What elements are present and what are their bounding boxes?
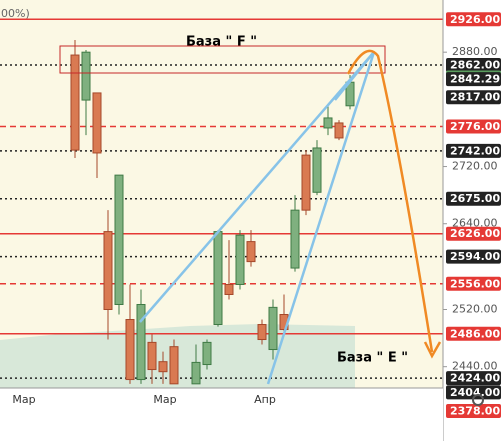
candle-body [268, 306, 278, 351]
level-label-box [446, 143, 501, 158]
candle-body [92, 92, 102, 154]
y-tick-label: 2440.00 [452, 360, 498, 373]
candle-body [301, 154, 311, 211]
x-tick-label: Апр [254, 393, 276, 406]
level-label: 2424.00 [450, 372, 500, 385]
y-tick-label: 2640.00 [452, 217, 498, 230]
candle-body [224, 283, 234, 295]
level-label-box [446, 249, 501, 264]
candle-body [158, 361, 168, 373]
candle-body [246, 241, 256, 263]
zone-box [59, 45, 386, 74]
level-label: 2378.00 [450, 405, 500, 418]
annotation: База " F " [186, 35, 257, 50]
candle-body [213, 231, 223, 326]
level-label: 2675.00 [450, 192, 500, 205]
candle-body [290, 209, 300, 269]
candle-body [191, 361, 201, 385]
candle-body [114, 174, 124, 305]
level-label: 2862.00 [450, 59, 500, 72]
candle-body [169, 346, 179, 385]
settings-icon[interactable] [472, 394, 484, 406]
level-label: 2486.00 [450, 327, 500, 340]
level-label: 2626.00 [450, 227, 500, 240]
candle-body [103, 231, 113, 311]
candle-body [81, 51, 91, 101]
annotation: База " E " [337, 351, 408, 366]
level-label-box [446, 226, 501, 241]
time-axis [0, 388, 443, 441]
candle-body [334, 122, 344, 139]
forecast-arrow [346, 49, 434, 353]
level-label-box [446, 191, 501, 206]
level-label-box [446, 385, 501, 400]
level-label-box [446, 404, 501, 418]
level-label: 2776.00 [450, 120, 500, 133]
candle-body [70, 54, 80, 151]
candle-body [202, 341, 212, 366]
y-tick-label: 2880.00 [452, 45, 498, 58]
level-label-box [446, 58, 501, 73]
candle-body [235, 234, 245, 285]
level-label-box [446, 119, 501, 134]
forecast-arrow-head [423, 341, 442, 359]
candle-body [323, 117, 333, 129]
candle-body [147, 341, 157, 371]
level-label: 2926.00 [450, 13, 500, 26]
x-tick-label: Мар [153, 393, 176, 406]
x-tick-label: Мар [12, 393, 35, 406]
candle-body [125, 319, 135, 381]
level-label-box [446, 12, 501, 27]
trend-lines [139, 51, 376, 385]
candle-body [257, 324, 267, 341]
corner-text: 00%) [1, 7, 30, 20]
level-label-box [446, 72, 501, 87]
level-label-box [446, 90, 501, 105]
level-label-box [446, 371, 501, 386]
level-label: 2594.00 [450, 250, 500, 263]
y-tick-label: 2520.00 [452, 303, 498, 316]
level-label: 2842.29 [450, 73, 500, 86]
candle-body [136, 303, 146, 381]
level-label: 2817.00 [450, 91, 500, 104]
level-label-box [446, 326, 501, 341]
level-label: 2556.00 [450, 277, 500, 290]
level-label: 2742.00 [450, 144, 500, 157]
candle-body [312, 147, 322, 193]
level-label-box [446, 276, 501, 291]
y-tick-label: 2720.00 [452, 160, 498, 173]
level-label: 2404.00 [450, 386, 500, 399]
